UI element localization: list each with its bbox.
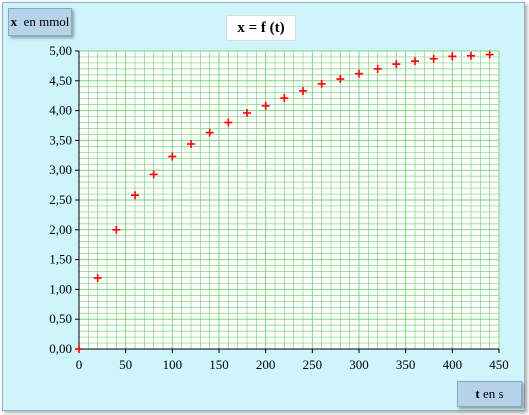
data-point [149,170,158,179]
data-point [75,345,83,353]
data-point [429,54,438,63]
x-tick-labels: 0 50 100 150 200 250 300 350 400 450 [76,357,509,372]
x-axis-unit: en s [483,386,504,401]
data-point [168,152,177,161]
x-tick-label: 450 [489,357,509,372]
y-tick-label: 3,50 [49,132,72,147]
y-tick-label: 0,50 [49,311,72,326]
x-tick-label: 150 [209,357,229,372]
data-point [299,86,307,95]
y-tick-label: 3,00 [49,162,72,177]
data-point [243,108,251,117]
data-point [93,274,102,283]
x-tick-label: 200 [256,357,276,372]
y-tick-label: 0,00 [49,341,72,356]
y-tick-labels: 0,00 0,50 1,00 1,50 2,00 2,50 3,00 3,50 4,00 4,50… [49,43,72,356]
data-point [411,57,419,66]
y-tick-label: 4,50 [49,73,72,88]
x-tick-label: 400 [443,357,463,372]
data-point [448,52,457,61]
data-point [467,51,475,60]
data-points [75,50,494,353]
data-point [261,101,270,110]
data-point [392,60,401,69]
data-point [373,64,382,73]
y-tick-label: 2,50 [49,192,72,207]
data-point [131,191,139,200]
x-tick-label: 350 [396,357,416,372]
x-axis-variable: t [475,386,480,401]
x-axis-label: t en s [457,381,522,407]
y-tick-label: 4,00 [49,103,72,118]
grid-lines [78,50,500,350]
data-point [224,118,233,127]
data-point [317,79,326,88]
data-point [336,75,345,84]
y-axis-label: x en mmol [8,8,72,36]
x-tick-label: 50 [119,357,132,372]
data-point [112,225,121,234]
x-tick-label: 300 [349,357,369,372]
axes [75,50,500,353]
chart-title: x = f (t) [226,15,296,41]
x-tick-label: 100 [163,357,183,372]
y-axis-variable: x [10,14,18,29]
data-point [485,50,494,59]
data-point [205,128,214,137]
y-tick-label: 1,50 [49,252,72,267]
data-point [187,139,195,148]
data-point [280,94,289,103]
x-tick-label: 0 [76,357,83,372]
y-axis-unit: en mmol [23,14,70,29]
y-tick-label: 5,00 [49,43,72,58]
y-tick-label: 1,00 [49,281,72,296]
data-point [355,69,363,78]
y-tick-label: 2,00 [49,222,72,237]
x-tick-label: 250 [303,357,323,372]
